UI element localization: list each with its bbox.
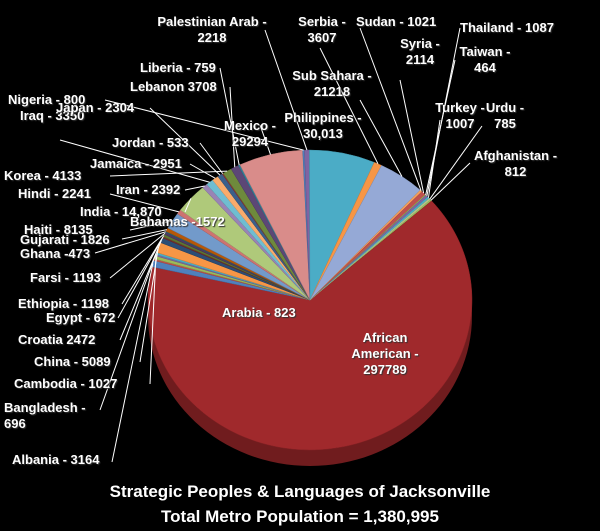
leader-line [99,254,156,411]
slice-label: Farsi - 1193 [30,270,101,285]
leader-line [121,235,165,305]
slice-label: Jamaica - 2951 [90,156,182,171]
leader-line [229,86,236,168]
slice-label: Egypt - 672 [46,310,116,325]
slice-label: Croatia 2472 [18,332,96,347]
slice-label: Cambodia - 1027 [14,376,118,391]
slice-label: Hindi - 2241 [18,186,91,201]
slice-label: Urdu - 785 [485,100,525,131]
slice-label: Lebanon 3708 [130,79,217,94]
leader-line [109,170,228,177]
leader-line [359,27,422,192]
leader-line [121,229,168,240]
leader-line [117,236,164,319]
slice-label: Syria - 2114 [400,36,440,67]
slice-label: India - 14,870 [80,204,162,219]
slice-label: Jordan - 533 [112,135,189,150]
leader-line [59,139,210,183]
slice-label: Sudan - 1021 [356,14,437,29]
slice-label: Ghana -473 [20,246,91,261]
slice-label: Haiti - 8135 [24,222,93,237]
slice-label: Turkey - 1007 [435,100,485,131]
slice-label: Iran - 2392 [116,182,181,197]
slice-label: Liberia - 759 [140,60,216,75]
leader-line [430,162,471,201]
leader-line [184,198,192,213]
leader-line [319,47,379,165]
leader-line [94,231,166,254]
slice [147,200,473,451]
leader-line [219,67,240,166]
slice-label: Korea - 4133 [4,168,82,183]
slice-label: Bahamas -1572 [130,214,225,229]
slice-label: Taiwan - 464 [459,44,511,75]
slice-label: Japan - 2304 [56,100,135,115]
leader-line [259,124,271,155]
slice-label: Gujarati - 1826 [20,232,110,247]
leader-line [264,29,308,151]
slice-label: Thailand - 1087 [460,20,554,35]
leader-line [104,99,304,151]
leader-line [199,142,224,174]
leader-line [129,220,173,231]
slice-label: Nigeria - 800 [8,92,86,107]
slice-label: Albania - 3164 [12,452,100,467]
leader-line [119,239,162,341]
slice-label: African American - 297789 [351,330,419,377]
slice-label: China - 5089 [34,354,111,369]
leader-line [427,119,441,198]
leader-line [139,247,159,363]
slice-label: Afghanistan - 812 [473,148,558,179]
slice-label: Bangladesh - 696 [4,400,86,431]
leader-line [429,125,483,200]
chart-subtitle: Total Metro Population = 1,380,995 [161,507,439,526]
leader-line [399,79,425,194]
leader-line [189,163,216,179]
slice-label: Sub Sahara - 21218 [292,68,372,99]
slice-label: Ethiopia - 1198 [18,296,110,311]
slice-label: Arabia - 823 [222,305,296,320]
slice-label: Iraq - 3350 [20,108,85,123]
slice-label: Palestinian Arab - 2218 [157,14,267,45]
leader-line [184,185,205,191]
leader-line [109,232,166,279]
slice-label: Philippines - 30,013 [284,110,362,141]
slice-label: Mexico - 29294 [223,118,276,149]
leader-line [359,99,403,177]
leader-line [111,263,154,463]
slice-label: Serbia - 3607 [298,14,346,45]
leader-line [149,107,221,176]
chart-title: Strategic Peoples & Languages of Jackson… [109,482,491,501]
leader-line [109,193,180,213]
leader-line [149,253,157,385]
